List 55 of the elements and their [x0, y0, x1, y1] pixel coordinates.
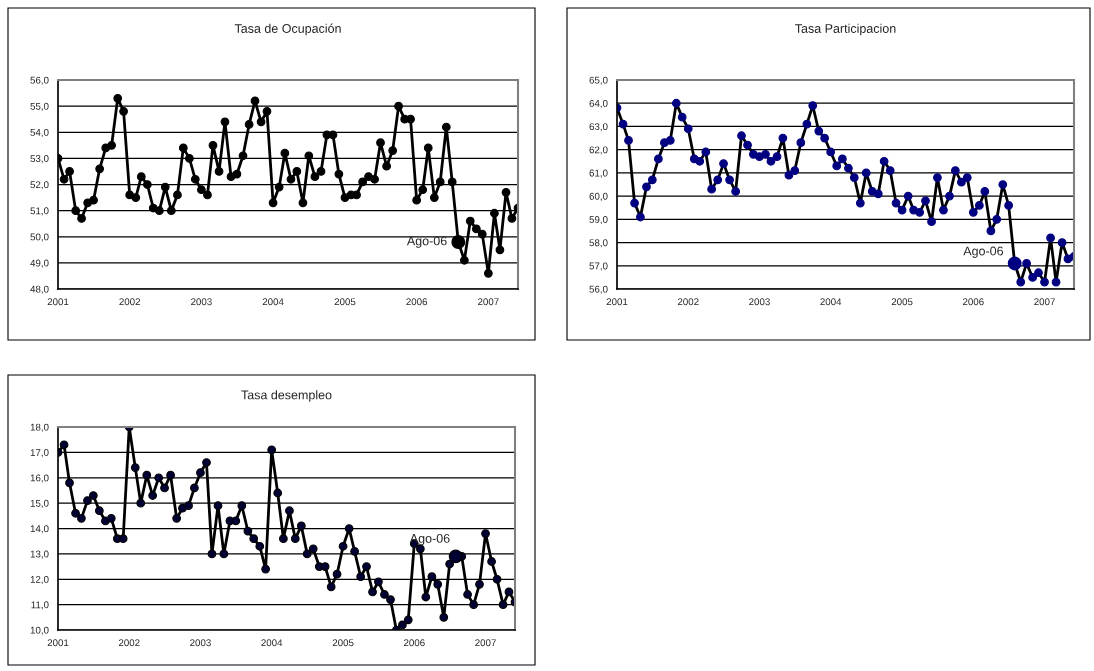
- x-tick-label: 2007: [1034, 298, 1055, 306]
- x-tick-label: 2006: [406, 298, 428, 306]
- y-tick-label: 61,0: [589, 169, 608, 178]
- x-tick-label: 2002: [119, 298, 141, 306]
- y-tick-label: 62,0: [589, 146, 608, 155]
- y-tick-label: 54,0: [30, 128, 49, 138]
- x-tick-label: 2003: [749, 298, 770, 306]
- annotation: Ago-06: [406, 236, 447, 248]
- y-tick-label: 49,0: [30, 259, 49, 268]
- y-tick-label: 14,0: [30, 525, 49, 534]
- x-tick-label: 2007: [478, 298, 499, 306]
- y-tick-label: 60,0: [589, 192, 608, 201]
- annotation: Ago-06: [409, 533, 450, 546]
- y-tick-label: 58,0: [589, 239, 608, 248]
- x-tick-label: 2006: [962, 298, 984, 306]
- x-tick-label: 2001: [606, 298, 628, 306]
- x-tick-label: 2004: [262, 298, 284, 306]
- chart-title: Tasa de Ocupación: [234, 23, 341, 36]
- y-tick-label: 57,0: [589, 262, 608, 271]
- y-tick-label: 64,0: [589, 99, 608, 108]
- chart-title: Tasa desempleo: [241, 390, 332, 402]
- y-tick-label: 10,0: [30, 626, 49, 635]
- chart-title: Tasa Participacion: [795, 23, 896, 36]
- x-tick-label: 2002: [118, 639, 140, 647]
- annotation: Ago-06: [963, 246, 1004, 258]
- y-tick-label: 52,0: [30, 181, 49, 190]
- y-tick-label: 16,0: [30, 474, 49, 483]
- y-tick-label: 12,0: [30, 575, 49, 585]
- y-tick-label: 65,0: [589, 76, 608, 85]
- x-tick-label: 2002: [677, 298, 699, 306]
- x-tick-label: 2005: [332, 639, 354, 647]
- x-tick-label: 2004: [261, 639, 283, 647]
- y-tick-label: 11,0: [31, 601, 49, 610]
- y-tick-label: 59,0: [589, 216, 608, 225]
- y-tick-label: 53,0: [30, 155, 49, 164]
- y-tick-label: 15,0: [30, 499, 49, 508]
- x-tick-label: 2004: [820, 298, 842, 306]
- y-tick-label: 13,0: [30, 550, 49, 559]
- y-tick-label: 17,0: [30, 449, 49, 458]
- y-tick-label: 18,0: [30, 423, 49, 432]
- y-tick-label: 51,0: [30, 207, 49, 216]
- x-tick-label: 2006: [403, 639, 425, 647]
- y-tick-label: 56,0: [30, 76, 49, 85]
- y-tick-label: 63,0: [589, 123, 608, 132]
- x-tick-label: 2005: [334, 298, 356, 306]
- x-tick-label: 2007: [475, 639, 496, 647]
- y-tick-label: 55,0: [30, 102, 49, 111]
- x-tick-label: 2001: [47, 639, 69, 647]
- x-tick-label: 2003: [191, 298, 212, 306]
- y-tick-label: 56,0: [589, 285, 608, 294]
- x-tick-label: 2001: [47, 298, 69, 306]
- x-tick-label: 2003: [190, 639, 211, 647]
- y-tick-label: 48,0: [30, 285, 49, 294]
- x-tick-label: 2005: [891, 298, 913, 306]
- y-tick-label: 50,0: [30, 233, 49, 242]
